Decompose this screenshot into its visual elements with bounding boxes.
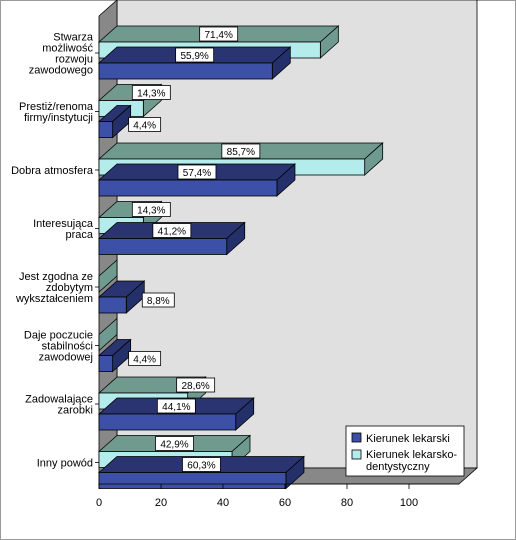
bars-layer: [97, 25, 384, 490]
category-labels: Stwarza możliwość rozwoju zawodowego Prestiż…: [11, 32, 99, 470]
data-label-series1-4: 8,8%: [141, 292, 175, 308]
legend-entry-series1: Kierunek lekarski: [351, 432, 450, 445]
svg-text:85,7%: 85,7%: [227, 147, 255, 158]
svg-text:4,4%: 4,4%: [133, 121, 156, 132]
category-label-0: Stwarza możliwość rozwoju zawodowego: [29, 32, 94, 77]
data-label-series2-6: 28,6%: [176, 377, 216, 393]
svg-text:60,3%: 60,3%: [187, 461, 215, 472]
svg-text:Kierunek lekarski: Kierunek lekarski: [366, 433, 450, 445]
x-tick-label-2: 40: [217, 497, 229, 509]
category-label-2: Dobra atmosfera: [11, 165, 94, 177]
svg-text:4,4%: 4,4%: [133, 355, 156, 366]
x-tick-label-1: 20: [155, 497, 167, 509]
legend-entry-series2: Kierunek lekarsko-dentystyczny: [351, 449, 457, 473]
svg-text:42,9%: 42,9%: [160, 440, 188, 451]
bar-series1-5: [97, 338, 132, 373]
x-tick-label-3: 60: [279, 497, 291, 509]
bar-series1-1: [97, 104, 132, 139]
data-label-series1-1: 4,4%: [128, 117, 162, 132]
category-label-5: Daje poczucie stabilności zawodowej: [24, 330, 93, 364]
svg-text:Kierunek lekarsko-dentystyczny: Kierunek lekarsko-dentystyczny: [366, 449, 457, 473]
data-label-series2-0: 71,4%: [199, 26, 239, 42]
data-label-series1-5: 4,4%: [128, 351, 162, 366]
data-label-series2-2: 85,7%: [221, 143, 261, 159]
svg-text:55,9%: 55,9%: [180, 51, 208, 62]
data-labels: 71,4% 55,9% 14,3% 4,4% 85,7% 57,4% 14,3% 41,2% 8…: [128, 26, 261, 472]
data-label-series1-6: 44,1%: [156, 398, 196, 414]
x-axis: 0 20 40 60 80 100: [96, 483, 459, 509]
x-tick-label-4: 80: [341, 497, 353, 509]
bar-series1-0: [97, 46, 292, 80]
legend-box: [345, 425, 465, 477]
category-label-6: Zadowalające zarobki: [25, 394, 93, 417]
category-label-4: Jest zgodna ze zdobytym wykształceniem: [15, 271, 93, 305]
data-label-series1-3: 41,2%: [152, 223, 192, 238]
legend: Kierunek lekarski Kierunek lekarsko-denty…: [345, 425, 465, 477]
svg-text:57,4%: 57,4%: [183, 168, 211, 179]
data-label-series2-1: 14,3%: [131, 85, 171, 100]
svg-text:71,4%: 71,4%: [204, 30, 232, 41]
data-label-series1-7: 60,3%: [182, 457, 221, 472]
x-tick-label-0: 0: [96, 497, 102, 509]
svg-text:14,3%: 14,3%: [137, 89, 165, 100]
data-label-series1-0: 55,9%: [175, 47, 215, 63]
data-label-series1-2: 57,4%: [177, 164, 217, 180]
x-tick-label-5: 100: [400, 497, 418, 509]
svg-text:28,6%: 28,6%: [181, 381, 209, 392]
data-label-series2-7: 42,9%: [155, 436, 194, 451]
data-label-series2-3: 14,3%: [131, 202, 171, 217]
category-label-3: Interesująca praca: [33, 218, 94, 241]
bar-series1-4: [97, 280, 146, 314]
svg-text:14,3%: 14,3%: [137, 206, 165, 217]
category-label-7: Inny powód: [37, 458, 93, 470]
svg-text:44,1%: 44,1%: [162, 402, 190, 413]
svg-text:8,8%: 8,8%: [147, 296, 170, 307]
category-label-1: Prestiż/renoma firmy/instytucji: [19, 101, 94, 124]
svg-text:41,2%: 41,2%: [158, 227, 186, 238]
